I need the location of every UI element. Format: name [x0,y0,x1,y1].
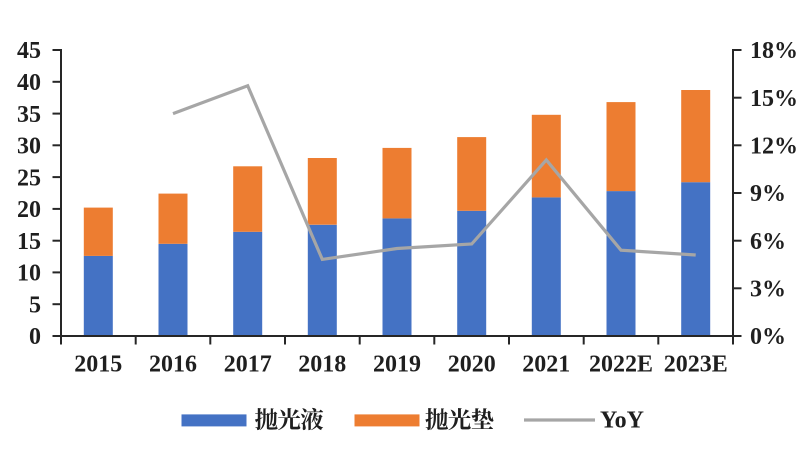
svg-text:15: 15 [17,229,41,255]
svg-text:2023E: 2023E [664,351,728,377]
svg-text:20: 20 [17,197,41,223]
svg-text:2021: 2021 [522,351,570,377]
svg-text:40: 40 [17,70,41,96]
svg-text:2016: 2016 [149,351,197,377]
svg-text:5: 5 [29,292,41,318]
svg-text:2017: 2017 [224,351,272,377]
svg-text:18%: 18% [750,38,798,64]
svg-text:12%: 12% [750,134,798,160]
svg-text:2018: 2018 [298,351,346,377]
svg-text:25: 25 [17,165,41,191]
svg-text:0: 0 [29,324,41,350]
svg-text:0%: 0% [750,324,786,350]
svg-text:15%: 15% [750,86,798,112]
svg-text:35: 35 [17,102,41,128]
svg-text:2020: 2020 [448,351,496,377]
svg-text:9%: 9% [750,181,786,207]
svg-text:2015: 2015 [74,351,122,377]
svg-text:2019: 2019 [373,351,421,377]
svg-text:2022E: 2022E [589,351,653,377]
svg-text:YoY: YoY [600,408,644,434]
svg-text:6%: 6% [750,229,786,255]
svg-text:3%: 3% [750,277,786,303]
svg-text:45: 45 [17,38,41,64]
svg-text:10: 10 [17,261,41,287]
svg-text:30: 30 [17,134,41,160]
